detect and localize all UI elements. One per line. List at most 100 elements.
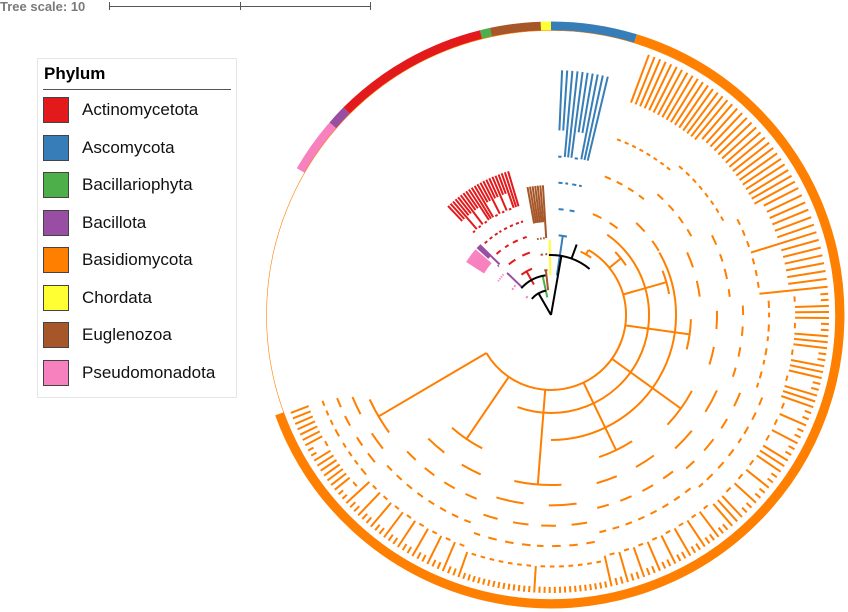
internal-arc (720, 216, 725, 222)
stem-branch (548, 239, 552, 276)
legend-swatch (43, 172, 69, 198)
tree-scale: Tree scale: 10 (0, 0, 380, 14)
internal-arc (651, 240, 660, 252)
legend-label: Bacillota (82, 213, 147, 232)
tree-scale-tick (109, 2, 110, 10)
leaf-branch (313, 449, 332, 462)
leaf-branch (472, 250, 491, 266)
leaf-branch (357, 491, 381, 516)
internal-arc (740, 326, 744, 337)
internal-arc (443, 481, 456, 490)
leaf-branch (310, 451, 317, 457)
internal-arc (472, 230, 476, 234)
internal-arc (451, 426, 483, 450)
basidiomycota-arc (550, 252, 678, 441)
leaf-branch (536, 185, 543, 223)
leaf-branch (787, 270, 826, 279)
leaf-branch (698, 511, 720, 538)
leaf-branch (634, 56, 656, 105)
leaf-branch (492, 580, 496, 588)
leaf-branch (528, 585, 531, 593)
leaf-branch (793, 337, 828, 344)
leaf-branch (383, 511, 404, 538)
internal-arc (733, 392, 742, 407)
leaf-branch (766, 194, 803, 213)
legend-item-euglenozoa: Euglenozoa (43, 322, 233, 350)
internal-arc (616, 138, 622, 142)
leaf-branch (820, 328, 829, 332)
leaf-branch (485, 179, 497, 199)
leaf-branch (762, 444, 789, 462)
leaf-branch (392, 537, 399, 545)
leaf-branch (788, 369, 822, 380)
internal-arc (665, 530, 671, 535)
internal-arc (372, 484, 378, 490)
internal-arc (623, 548, 630, 552)
internal-arc (737, 347, 742, 357)
leaf-branch (330, 472, 347, 486)
legend-label: Ascomycota (82, 138, 175, 157)
internal-arc (494, 232, 499, 236)
leaf-branch (462, 192, 477, 211)
leaf-branch (471, 252, 490, 268)
stem-branch (536, 389, 547, 485)
leaf-branch (447, 566, 452, 574)
leaf-branch (717, 526, 724, 534)
internal-arc (571, 521, 588, 526)
leaf-branch (467, 258, 486, 273)
leaf-branch (603, 555, 613, 587)
leaf-branch (447, 205, 463, 222)
internal-arc (653, 156, 658, 161)
leaf-branch (337, 489, 344, 496)
leaf-branch (584, 584, 587, 591)
leaf-branch (526, 186, 536, 224)
internal-arc (507, 561, 513, 565)
leaf-branch (812, 381, 821, 385)
leaf-branch (316, 454, 335, 467)
leaf-branch (307, 446, 314, 452)
legend-label: Euglenozoa (82, 325, 172, 344)
leaf-branch (470, 253, 489, 269)
leaf-branch (468, 188, 490, 221)
leaf-branch (794, 304, 829, 308)
internal-arc (512, 239, 519, 244)
internal-arc (624, 141, 629, 145)
internal-arc (743, 426, 750, 435)
leaf-branch (431, 559, 437, 567)
internal-arc (504, 244, 510, 249)
leaf-branch (759, 449, 785, 468)
internal-arc (766, 336, 770, 342)
leaf-branch (770, 472, 778, 479)
internal-arc (501, 210, 505, 214)
stem-branch (465, 376, 510, 440)
leaf-branch (745, 502, 753, 509)
internal-arc (586, 540, 595, 545)
leaf-branch (802, 415, 810, 421)
leaf-branch (771, 429, 799, 445)
leaf-branch (468, 257, 487, 271)
leaf-branch (406, 546, 413, 554)
legend-item-actinomycetota: Actinomycetota (43, 97, 233, 125)
internal-arc (698, 482, 704, 488)
tree-scale-tick (240, 2, 241, 10)
internal-arc (574, 157, 579, 160)
internal-arc (336, 397, 342, 408)
leaf-branch (704, 536, 711, 544)
leaf-branch (326, 468, 344, 482)
legend-swatch (43, 210, 69, 236)
internal-arc (508, 207, 512, 211)
internal-arc (558, 234, 568, 238)
internal-arc (406, 450, 417, 461)
leaf-branch (479, 244, 501, 266)
leaf-branch (739, 152, 778, 181)
stem-branch (378, 352, 487, 418)
internal-arc (503, 227, 508, 231)
internal-arc (737, 473, 744, 480)
internal-arc (580, 250, 592, 259)
leaf-branch (646, 541, 661, 572)
leaf-branch (759, 285, 828, 295)
leaf-branch (488, 177, 499, 198)
leaf-branch (320, 459, 338, 472)
leaf-branch (632, 546, 646, 578)
legend-swatch (43, 285, 69, 311)
